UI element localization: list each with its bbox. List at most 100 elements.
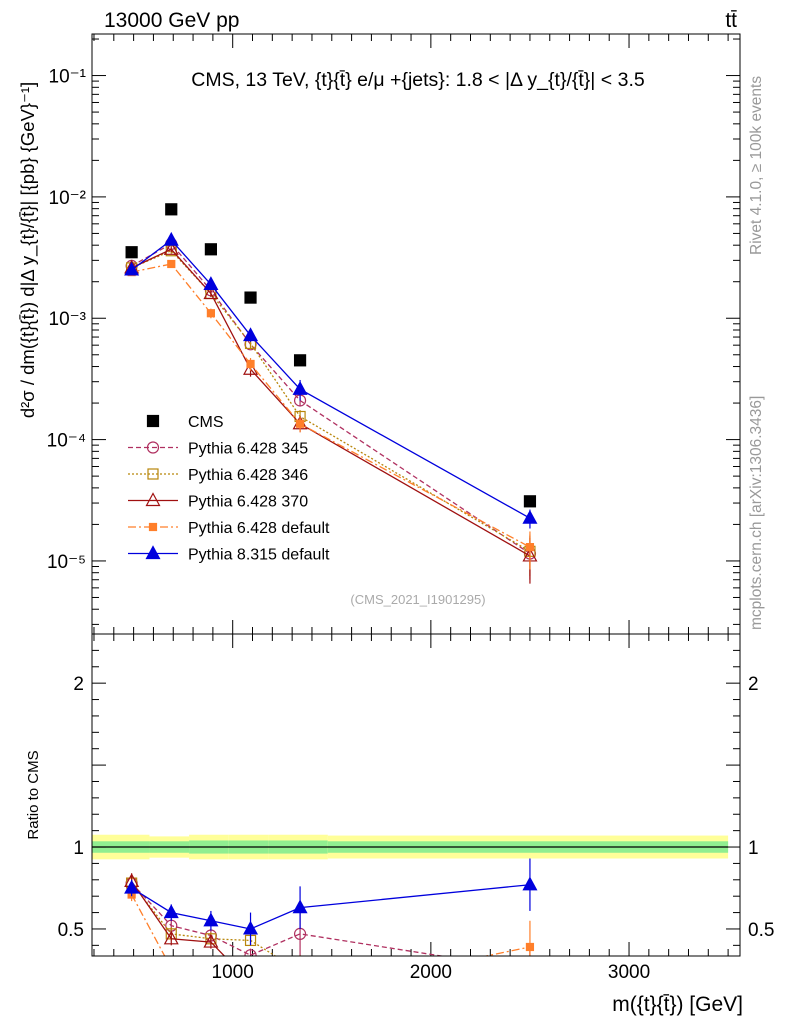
- legend-item-pythia-6-428-346: Pythia 6.428 346: [128, 467, 308, 484]
- data-point: [246, 359, 255, 369]
- legend-marker: [145, 545, 161, 560]
- ratio-point: [297, 991, 304, 998]
- x-tick-label: 2000: [410, 962, 452, 983]
- legend-label: Pythia 8.315 default: [188, 547, 330, 564]
- ratio-series-pythia-8-315-default: [124, 858, 538, 946]
- data-point: [292, 380, 308, 395]
- ratio-point: [295, 967, 305, 977]
- data-point: [522, 509, 538, 524]
- data-point: [525, 543, 535, 552]
- legend-label: Pythia 6.428 346: [188, 467, 308, 484]
- y-tick-label-right: 1: [748, 838, 759, 859]
- ratio-series-pythia-6-428-345: [125, 876, 535, 975]
- data-point: [293, 354, 307, 367]
- legend-item-cms: CMS: [146, 414, 224, 431]
- legend-label: Pythia 6.428 345: [188, 441, 308, 458]
- y-tick-label: 2: [73, 674, 84, 695]
- legend-marker: [146, 441, 160, 454]
- legend-label: CMS: [188, 414, 224, 431]
- ratio-point: [525, 942, 535, 952]
- ratio-series: [124, 858, 538, 998]
- ratio-point: [524, 964, 535, 975]
- ratio-point: [522, 876, 538, 891]
- data-point: [163, 231, 179, 246]
- data-point: [165, 203, 178, 216]
- series-line: [131, 249, 531, 552]
- y-tick-label: 10⁻¹: [49, 67, 87, 88]
- main-series: [124, 203, 538, 584]
- mcplots-label: mcplots.cern.ch [arXiv:1306.3436]: [748, 396, 765, 630]
- data-point: [244, 291, 257, 304]
- legend-item-pythia-6-428-345: Pythia 6.428 345: [128, 441, 308, 458]
- ratio-point: [124, 879, 140, 894]
- legend-marker: [146, 414, 160, 428]
- legend-label: Pythia 6.428 default: [188, 520, 330, 537]
- ratio-frame: [91, 633, 741, 957]
- ratio-panel: 0.5 0.5 1 1 2 2 1000 2000 3000 Ratio to CMS m({t…: [25, 633, 774, 1016]
- data-point: [204, 243, 217, 256]
- data-point: [243, 327, 259, 342]
- legend-item-pythia-6-428-default: Pythia 6.428 default: [128, 520, 330, 537]
- series-pythia-8-315-default: [124, 231, 538, 529]
- ratio-point: [163, 904, 179, 919]
- y-tick-label: 0.5: [58, 920, 84, 941]
- ratio-line: [131, 882, 446, 956]
- series-line: [131, 243, 531, 555]
- ratio-line: [131, 881, 226, 956]
- ratio-series-pythia-6-428-346: [126, 876, 535, 983]
- ratio-line: [131, 882, 277, 956]
- y-tick-label-right: 0.5: [748, 920, 774, 941]
- main-y-axis-label: d²σ / dm({t}{t̄}) d|Δ y_{t}/{t̄}| [{pb} …: [17, 82, 39, 418]
- x-tick-label: 1000: [212, 962, 254, 983]
- series-line: [131, 248, 531, 557]
- x-tick-label: 3000: [608, 962, 650, 983]
- ratio-line: [131, 884, 531, 930]
- y-tick-label: 10⁻²: [49, 188, 87, 209]
- data-point: [167, 259, 176, 269]
- main-ticks: 10⁻⁵ 10⁻⁴ 10⁻³ 10⁻² 10⁻¹: [47, 34, 740, 634]
- cms-uncertainty-band: [92, 834, 729, 860]
- legend-marker: [145, 492, 161, 507]
- y-tick-label: 10⁻⁵: [47, 552, 86, 573]
- analysis-watermark: (CMS_2021_I1901295): [350, 592, 485, 607]
- ratio-point: [244, 949, 257, 956]
- legend: CMS Pythia 6.428 345 Pythia 6.428 346 Pythi…: [128, 414, 330, 564]
- ratio-point: [525, 973, 535, 983]
- ratio-y-axis-label: Ratio to CMS: [25, 750, 42, 839]
- series-line: [131, 263, 531, 548]
- ratio-point: [243, 920, 259, 935]
- ratio-point: [203, 933, 219, 948]
- data-point: [203, 276, 219, 291]
- ratio-ticks: 0.5 0.5 1 1 2 2 1000 2000 3000: [58, 634, 774, 983]
- data-point: [523, 495, 537, 508]
- data-point: [203, 285, 219, 300]
- ratio-line: [131, 894, 531, 956]
- series-cms: [125, 203, 537, 508]
- legend-item-pythia-8-315-default: Pythia 8.315 default: [128, 545, 330, 564]
- data-point: [124, 261, 140, 276]
- data-point: [163, 241, 179, 255]
- chart-title: CMS, 13 TeV, {t}{t̄} e/μ +{jets}: 1.8 < …: [191, 69, 645, 91]
- data-point: [125, 246, 138, 259]
- ratio-point: [163, 930, 179, 945]
- ratio-point: [523, 971, 536, 983]
- header-left: 13000 GeV pp: [104, 9, 239, 32]
- ratio-point: [203, 912, 219, 927]
- data-point: [206, 309, 215, 318]
- ratio-point: [294, 971, 307, 983]
- ratio-point: [247, 988, 254, 995]
- y-tick-label: 10⁻⁴: [47, 431, 86, 452]
- ratio-point: [168, 965, 175, 972]
- series-pythia-6-428-370: [124, 241, 538, 584]
- legend-item-pythia-6-428-370: Pythia 6.428 370: [128, 492, 308, 511]
- y-tick-label: 10⁻³: [49, 309, 87, 330]
- legend-marker: [148, 522, 158, 532]
- series-pythia-6-428-default: [127, 259, 535, 570]
- header-right: tt̄: [725, 9, 737, 32]
- data-point: [295, 419, 305, 428]
- legend-label: Pythia 6.428 370: [188, 494, 308, 511]
- y-tick-label: 1: [73, 838, 84, 859]
- legend-marker: [147, 468, 159, 480]
- x-axis-label: m({t}{t̄}) [GeV]: [612, 993, 743, 1016]
